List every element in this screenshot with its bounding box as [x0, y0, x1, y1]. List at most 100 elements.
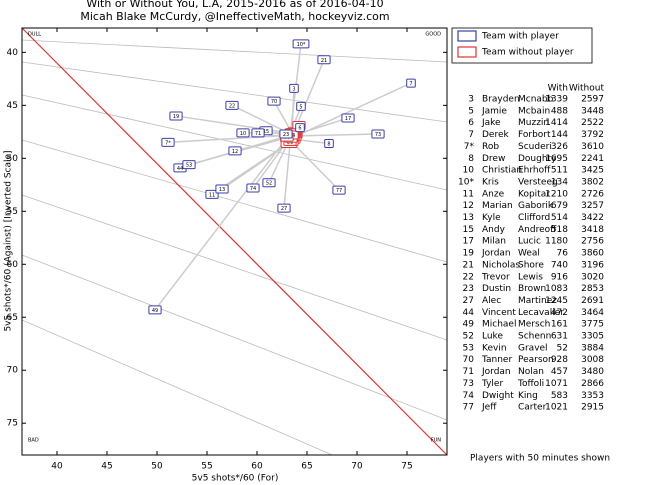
first-name: Brayden	[482, 95, 520, 105]
first-name: Kris	[482, 177, 499, 187]
point-label: 53	[186, 163, 192, 169]
player-number: 3	[468, 95, 474, 105]
corner-label: DULL	[28, 32, 41, 38]
player-number: 53	[463, 343, 474, 353]
first-name: Marian	[482, 201, 513, 211]
point-label: 74	[250, 186, 256, 192]
first-name: Jordan	[481, 249, 511, 259]
last-name: Shore	[518, 260, 544, 270]
connector	[288, 43, 302, 144]
minutes-without: 3860	[581, 249, 604, 259]
point-box	[277, 203, 291, 213]
minutes-without: 3008	[581, 355, 604, 365]
connector	[221, 140, 293, 190]
minutes-without: 3020	[581, 272, 604, 282]
minutes-without: 3257	[581, 201, 604, 211]
point-box	[296, 101, 306, 111]
last-name: Brown	[518, 284, 546, 294]
minutes-without: 2756	[581, 237, 604, 247]
last-name: Gravel	[518, 343, 548, 353]
last-name: Pearson	[518, 355, 554, 365]
minutes-with: 161	[551, 320, 568, 330]
last-name: King	[518, 391, 538, 401]
y-tick-label: 75	[7, 419, 18, 429]
x-tick-label: 40	[51, 462, 63, 472]
x-tick-label: 65	[301, 462, 312, 472]
last-name: Nolan	[518, 367, 544, 377]
first-name: Dustin	[482, 284, 511, 294]
point-label: 49	[152, 308, 158, 314]
corner-label: BAD	[28, 438, 39, 444]
table-header: Without	[569, 84, 605, 94]
minutes-with: 1339	[545, 95, 568, 105]
first-name: Alec	[482, 296, 501, 306]
minutes-with: 52	[557, 343, 568, 353]
player-number: 10	[463, 166, 475, 176]
first-name: Vincent	[482, 308, 516, 318]
corner-label: FUN	[431, 438, 442, 444]
first-name: Trevor	[481, 272, 510, 282]
minutes-with: 916	[551, 272, 568, 282]
minutes-with: 740	[551, 260, 568, 270]
x-axis-label: 5v5 shots*/60 (For)	[192, 474, 279, 484]
minutes-without: 3425	[581, 166, 604, 176]
minutes-without: 2597	[581, 95, 604, 105]
last-name: Mersch	[518, 320, 550, 330]
first-name: Nicholas	[482, 260, 520, 270]
guide-line	[22, 39, 447, 63]
last-name: Forbort	[518, 130, 551, 140]
guide-line	[22, 194, 447, 341]
first-name: Andy	[482, 225, 506, 235]
point-box	[161, 137, 175, 147]
y-tick-label: 60	[7, 260, 19, 270]
minutes-without: 3422	[581, 213, 604, 223]
y-tick-label: 40	[7, 48, 19, 58]
minutes-with: 1695	[545, 154, 568, 164]
player-number: 12	[463, 201, 474, 211]
player-number: 8	[468, 154, 474, 164]
guide-line	[22, 319, 334, 455]
minutes-without: 2915	[581, 403, 604, 413]
point-label: 52	[266, 181, 272, 187]
point-label: 8	[327, 141, 330, 147]
y-axis-label: 5v5 shots*/60 (Against) [Inverted Scale]	[4, 150, 14, 331]
last-name: Clifford	[518, 213, 550, 223]
minutes-with: 518	[551, 225, 568, 235]
minutes-without: 3480	[581, 367, 604, 377]
minutes-without: 3792	[581, 130, 604, 140]
minutes-without: 3305	[581, 332, 604, 342]
y-tick-label: 50	[7, 154, 19, 164]
first-name: Jake	[481, 118, 501, 128]
minutes-without: 3448	[581, 106, 604, 116]
player-number: 11	[463, 189, 474, 199]
last-name: Lecavalier	[518, 308, 564, 318]
plot-area: 3 5 6 7 7* 8 10 10* 11 12 13 15 17 19 21 22 23 27 44 49 52 53…	[21, 27, 448, 456]
last-name: Weal	[518, 249, 540, 259]
y-tick-label: 65	[7, 313, 18, 323]
minutes-without: 3418	[581, 225, 604, 235]
y-tick-label: 70	[7, 366, 19, 376]
first-name: Kyle	[482, 213, 501, 223]
legend-label: Team without player	[481, 48, 574, 58]
table-header: With	[548, 84, 568, 94]
player-number: 5	[468, 106, 474, 116]
first-name: Tanner	[481, 355, 512, 365]
point-label: 22	[229, 103, 235, 109]
point-box	[205, 189, 219, 199]
x-tick-label: 70	[351, 462, 363, 472]
legend-label: Team with player	[481, 32, 559, 42]
last-name: Gaborik	[518, 201, 554, 211]
player-number: 7	[468, 130, 474, 140]
minutes-with: 583	[551, 391, 568, 401]
minutes-with: 488	[551, 106, 568, 116]
point-box	[406, 78, 416, 88]
point-box	[246, 183, 260, 193]
x-tick-label: 75	[401, 462, 412, 472]
point-label: 19	[173, 114, 179, 120]
point-box	[317, 55, 331, 65]
player-number: 44	[463, 308, 475, 318]
x-tick-label: 50	[151, 462, 163, 472]
last-name: Schenn	[518, 332, 551, 342]
